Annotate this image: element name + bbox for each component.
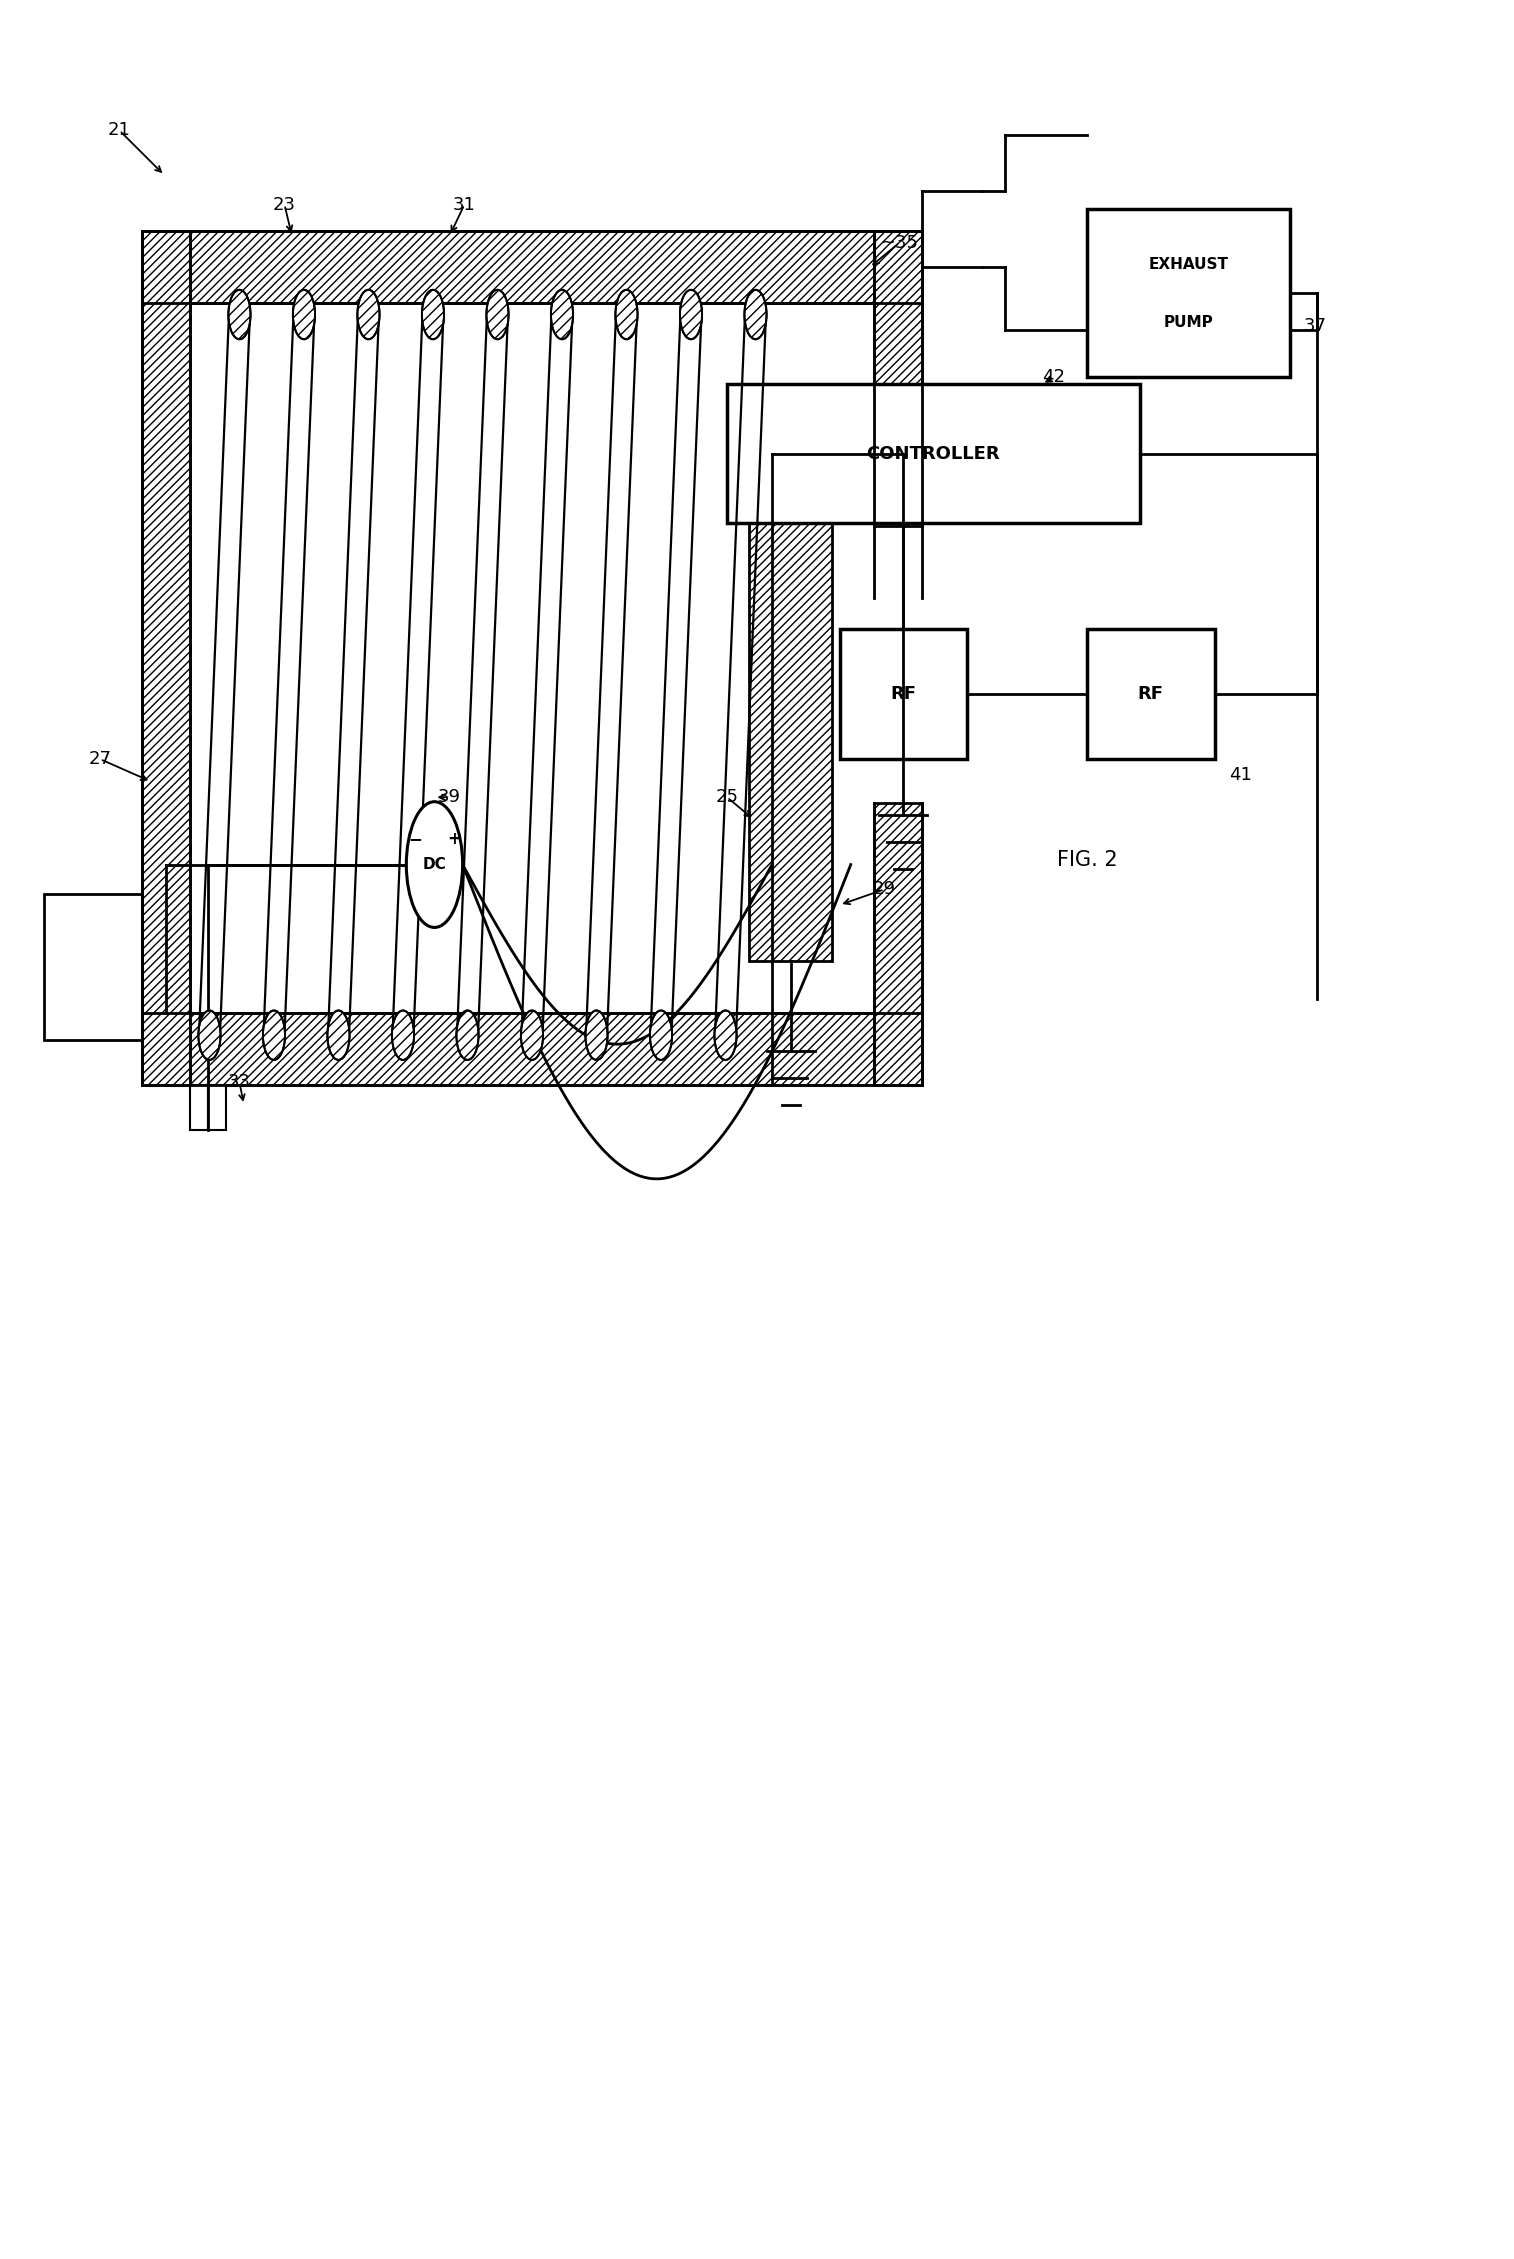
Bar bbox=[839, 628, 967, 759]
Text: +: + bbox=[447, 831, 462, 849]
Text: CONTROLLER: CONTROLLER bbox=[866, 445, 1001, 463]
Ellipse shape bbox=[392, 1010, 413, 1059]
Ellipse shape bbox=[406, 802, 463, 928]
Ellipse shape bbox=[521, 1010, 544, 1059]
Text: 33: 33 bbox=[229, 1073, 251, 1091]
Text: 41: 41 bbox=[1228, 766, 1252, 784]
Bar bbox=[727, 384, 1140, 524]
Text: 27: 27 bbox=[88, 750, 112, 768]
Bar bbox=[142, 230, 922, 303]
Text: 39: 39 bbox=[438, 788, 460, 806]
Ellipse shape bbox=[263, 1010, 285, 1059]
Text: 31: 31 bbox=[453, 197, 475, 215]
Ellipse shape bbox=[650, 1010, 672, 1059]
Ellipse shape bbox=[229, 289, 250, 339]
Text: 21: 21 bbox=[107, 122, 130, 140]
Text: PUMP: PUMP bbox=[1163, 314, 1213, 330]
Bar bbox=[207, 1084, 226, 1130]
Ellipse shape bbox=[292, 289, 315, 339]
Text: FIG. 2: FIG. 2 bbox=[1057, 849, 1117, 870]
Text: 23: 23 bbox=[273, 197, 295, 215]
Text: 29: 29 bbox=[874, 881, 896, 899]
Ellipse shape bbox=[680, 289, 702, 339]
Bar bbox=[749, 479, 833, 960]
Text: 25: 25 bbox=[716, 788, 739, 806]
Ellipse shape bbox=[456, 1010, 478, 1059]
Ellipse shape bbox=[745, 289, 766, 339]
Bar bbox=[44, 895, 142, 1039]
Ellipse shape bbox=[357, 289, 380, 339]
Text: ~35: ~35 bbox=[881, 233, 919, 251]
Bar bbox=[189, 1084, 207, 1130]
Ellipse shape bbox=[198, 1010, 221, 1059]
Bar bbox=[1087, 210, 1290, 377]
Ellipse shape bbox=[615, 289, 637, 339]
Bar bbox=[874, 802, 922, 1084]
Bar bbox=[142, 230, 189, 1084]
Text: DC: DC bbox=[422, 856, 447, 872]
Ellipse shape bbox=[422, 289, 444, 339]
Bar bbox=[142, 1012, 922, 1084]
Text: 37: 37 bbox=[1304, 316, 1326, 334]
Text: −: − bbox=[407, 831, 422, 849]
Text: RF: RF bbox=[890, 684, 916, 703]
Text: 42: 42 bbox=[1043, 368, 1066, 386]
Text: EXHAUST: EXHAUST bbox=[1148, 258, 1228, 271]
Ellipse shape bbox=[715, 1010, 736, 1059]
Ellipse shape bbox=[486, 289, 509, 339]
Ellipse shape bbox=[327, 1010, 350, 1059]
Bar bbox=[874, 230, 922, 526]
Text: RF: RF bbox=[1139, 684, 1164, 703]
Ellipse shape bbox=[551, 289, 572, 339]
Bar bbox=[1087, 628, 1214, 759]
Ellipse shape bbox=[586, 1010, 607, 1059]
